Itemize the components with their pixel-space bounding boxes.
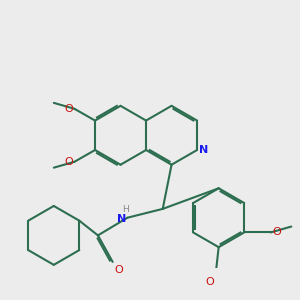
Text: O: O (64, 157, 73, 167)
Text: H: H (122, 205, 129, 214)
Text: O: O (206, 277, 214, 286)
Text: O: O (114, 265, 123, 275)
Text: N: N (199, 145, 208, 155)
Text: O: O (64, 104, 73, 114)
Text: O: O (272, 227, 281, 237)
Text: N: N (117, 214, 126, 224)
